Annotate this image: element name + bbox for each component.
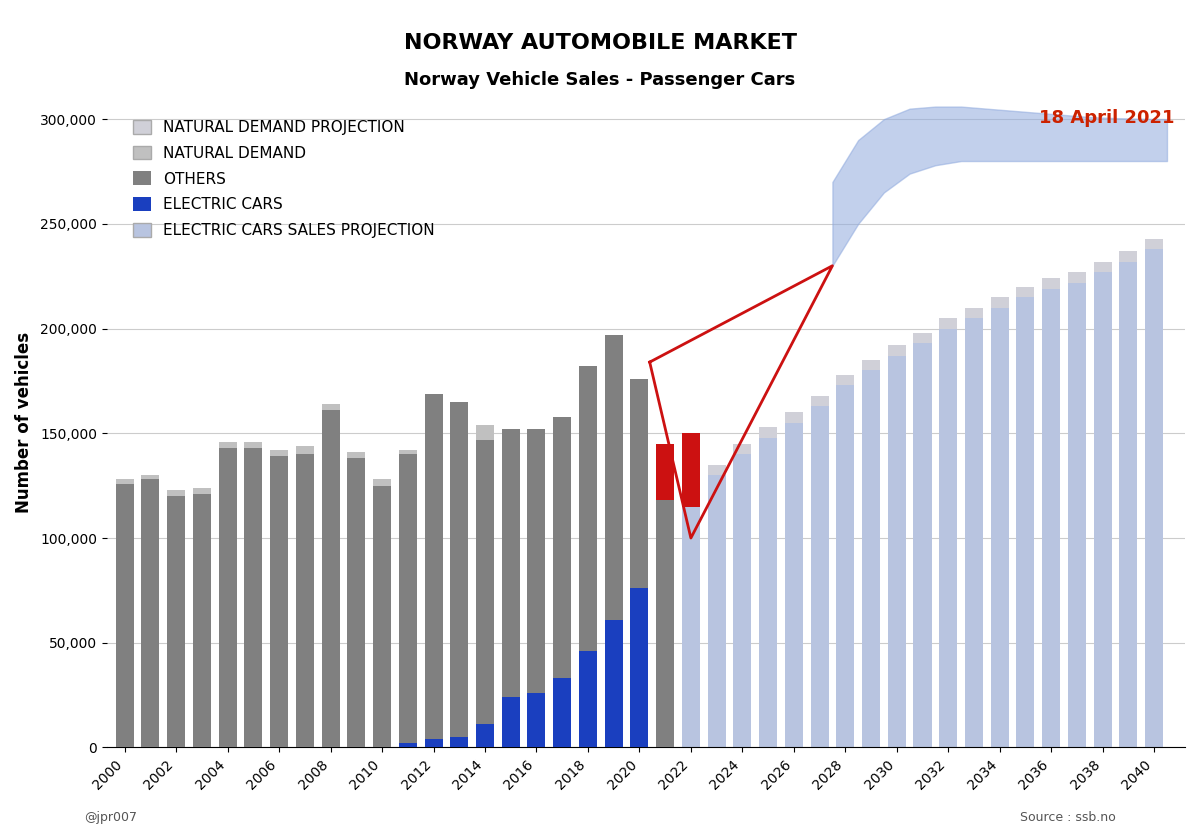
Bar: [142, 479, 160, 747]
Bar: [760, 438, 778, 747]
Bar: [940, 318, 958, 329]
Text: Norway Vehicle Sales - Passenger Cars: Norway Vehicle Sales - Passenger Cars: [404, 71, 796, 89]
Bar: [1068, 283, 1086, 747]
Bar: [760, 427, 778, 438]
Bar: [708, 465, 726, 475]
Bar: [115, 483, 133, 747]
Bar: [347, 458, 365, 747]
Bar: [476, 439, 494, 725]
Bar: [142, 475, 160, 479]
Bar: [1068, 272, 1086, 283]
Bar: [502, 429, 520, 697]
Legend: NATURAL DEMAND PROJECTION, NATURAL DEMAND, OTHERS, ELECTRIC CARS, ELECTRIC CARS : NATURAL DEMAND PROJECTION, NATURAL DEMAN…: [125, 112, 443, 245]
Bar: [450, 402, 468, 737]
Bar: [1120, 251, 1138, 261]
Text: @jpr007: @jpr007: [84, 810, 137, 824]
Bar: [862, 370, 880, 747]
Bar: [578, 366, 596, 651]
Bar: [991, 297, 1009, 308]
Bar: [476, 725, 494, 747]
Bar: [940, 329, 958, 747]
Bar: [965, 308, 983, 318]
Bar: [991, 308, 1009, 747]
Bar: [1042, 279, 1060, 289]
Bar: [347, 452, 365, 458]
Bar: [888, 356, 906, 747]
Bar: [1145, 249, 1163, 747]
Bar: [296, 454, 314, 747]
Bar: [270, 450, 288, 457]
Bar: [656, 443, 674, 500]
Bar: [708, 475, 726, 747]
Text: NORWAY AUTOMOBILE MARKET: NORWAY AUTOMOBILE MARKET: [403, 33, 797, 53]
Bar: [167, 490, 185, 496]
Text: 18 April 2021: 18 April 2021: [1039, 109, 1175, 126]
Bar: [836, 385, 854, 747]
Bar: [682, 507, 700, 747]
Bar: [785, 423, 803, 747]
Bar: [656, 500, 674, 747]
Bar: [578, 651, 596, 747]
Bar: [398, 454, 416, 743]
Bar: [398, 450, 416, 454]
Bar: [682, 433, 700, 507]
Bar: [656, 443, 674, 500]
Bar: [193, 488, 211, 494]
Bar: [1042, 289, 1060, 747]
Bar: [553, 678, 571, 747]
Bar: [733, 454, 751, 747]
Bar: [167, 496, 185, 747]
Bar: [630, 588, 648, 747]
Bar: [373, 486, 391, 747]
Bar: [630, 379, 648, 588]
Bar: [450, 737, 468, 747]
Bar: [888, 345, 906, 356]
Bar: [245, 448, 263, 747]
Bar: [965, 318, 983, 747]
Y-axis label: Number of vehicles: Number of vehicles: [14, 332, 34, 513]
Text: Source : ssb.no: Source : ssb.no: [1020, 810, 1116, 824]
Bar: [425, 394, 443, 739]
Bar: [810, 406, 828, 747]
Bar: [553, 417, 571, 678]
Bar: [1016, 287, 1034, 297]
Bar: [836, 374, 854, 385]
Bar: [218, 442, 236, 448]
Bar: [862, 360, 880, 370]
Bar: [1093, 272, 1111, 747]
Bar: [115, 479, 133, 483]
Bar: [296, 446, 314, 454]
Bar: [270, 457, 288, 747]
Bar: [476, 425, 494, 439]
Bar: [605, 620, 623, 747]
Bar: [913, 333, 931, 344]
Bar: [913, 344, 931, 747]
Bar: [373, 479, 391, 486]
Bar: [218, 448, 236, 747]
Bar: [810, 396, 828, 406]
Bar: [502, 697, 520, 747]
Bar: [1120, 261, 1138, 747]
Bar: [605, 334, 623, 620]
Bar: [733, 443, 751, 454]
Bar: [785, 413, 803, 423]
Bar: [425, 739, 443, 747]
Bar: [528, 693, 546, 747]
Bar: [322, 410, 340, 747]
Bar: [322, 404, 340, 410]
Bar: [245, 442, 263, 448]
Bar: [528, 429, 546, 693]
Bar: [1093, 261, 1111, 272]
Bar: [398, 743, 416, 747]
Bar: [193, 494, 211, 747]
Bar: [1016, 297, 1034, 747]
Bar: [1145, 239, 1163, 249]
